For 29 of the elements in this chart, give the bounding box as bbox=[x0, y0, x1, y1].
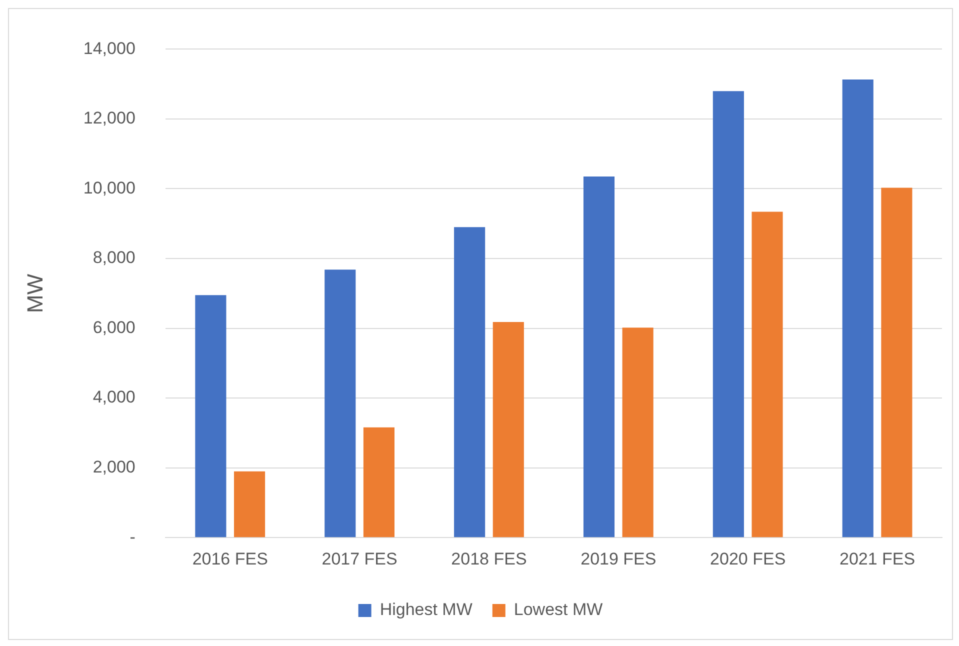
y-tick-label: 2,000 bbox=[92, 458, 136, 477]
x-tick-label: 2021 FES bbox=[839, 549, 916, 568]
bar bbox=[492, 322, 524, 538]
x-tick-label: 2017 FES bbox=[322, 549, 398, 568]
bar bbox=[622, 328, 654, 538]
y-axis-title: MW bbox=[22, 274, 48, 313]
x-tick-label: 2019 FES bbox=[580, 549, 656, 568]
y-tick-label: 12,000 bbox=[83, 108, 136, 128]
y-tick-label: 6,000 bbox=[92, 318, 136, 337]
y-tick-label: 8,000 bbox=[92, 248, 136, 268]
bar bbox=[363, 427, 394, 538]
y-tick-label: 14,000 bbox=[83, 38, 136, 58]
bar bbox=[712, 91, 744, 538]
x-tick-label: 2020 FES bbox=[710, 549, 786, 568]
bar bbox=[234, 471, 266, 538]
bar bbox=[324, 270, 356, 538]
bar bbox=[752, 212, 783, 538]
bar bbox=[583, 176, 615, 538]
bar bbox=[842, 80, 874, 538]
bar bbox=[195, 295, 226, 538]
y-tick-label: 10,000 bbox=[83, 178, 136, 198]
y-tick-label: 4,000 bbox=[92, 388, 136, 407]
x-tick-label: 2016 FES bbox=[192, 549, 268, 568]
bar bbox=[454, 227, 486, 538]
bar bbox=[881, 188, 912, 538]
y-tick-label: - bbox=[130, 527, 136, 546]
legend-label: Lowest MW bbox=[514, 600, 603, 620]
x-tick-label: 2018 FES bbox=[451, 549, 527, 568]
legend-label: Highest MW bbox=[380, 600, 472, 620]
